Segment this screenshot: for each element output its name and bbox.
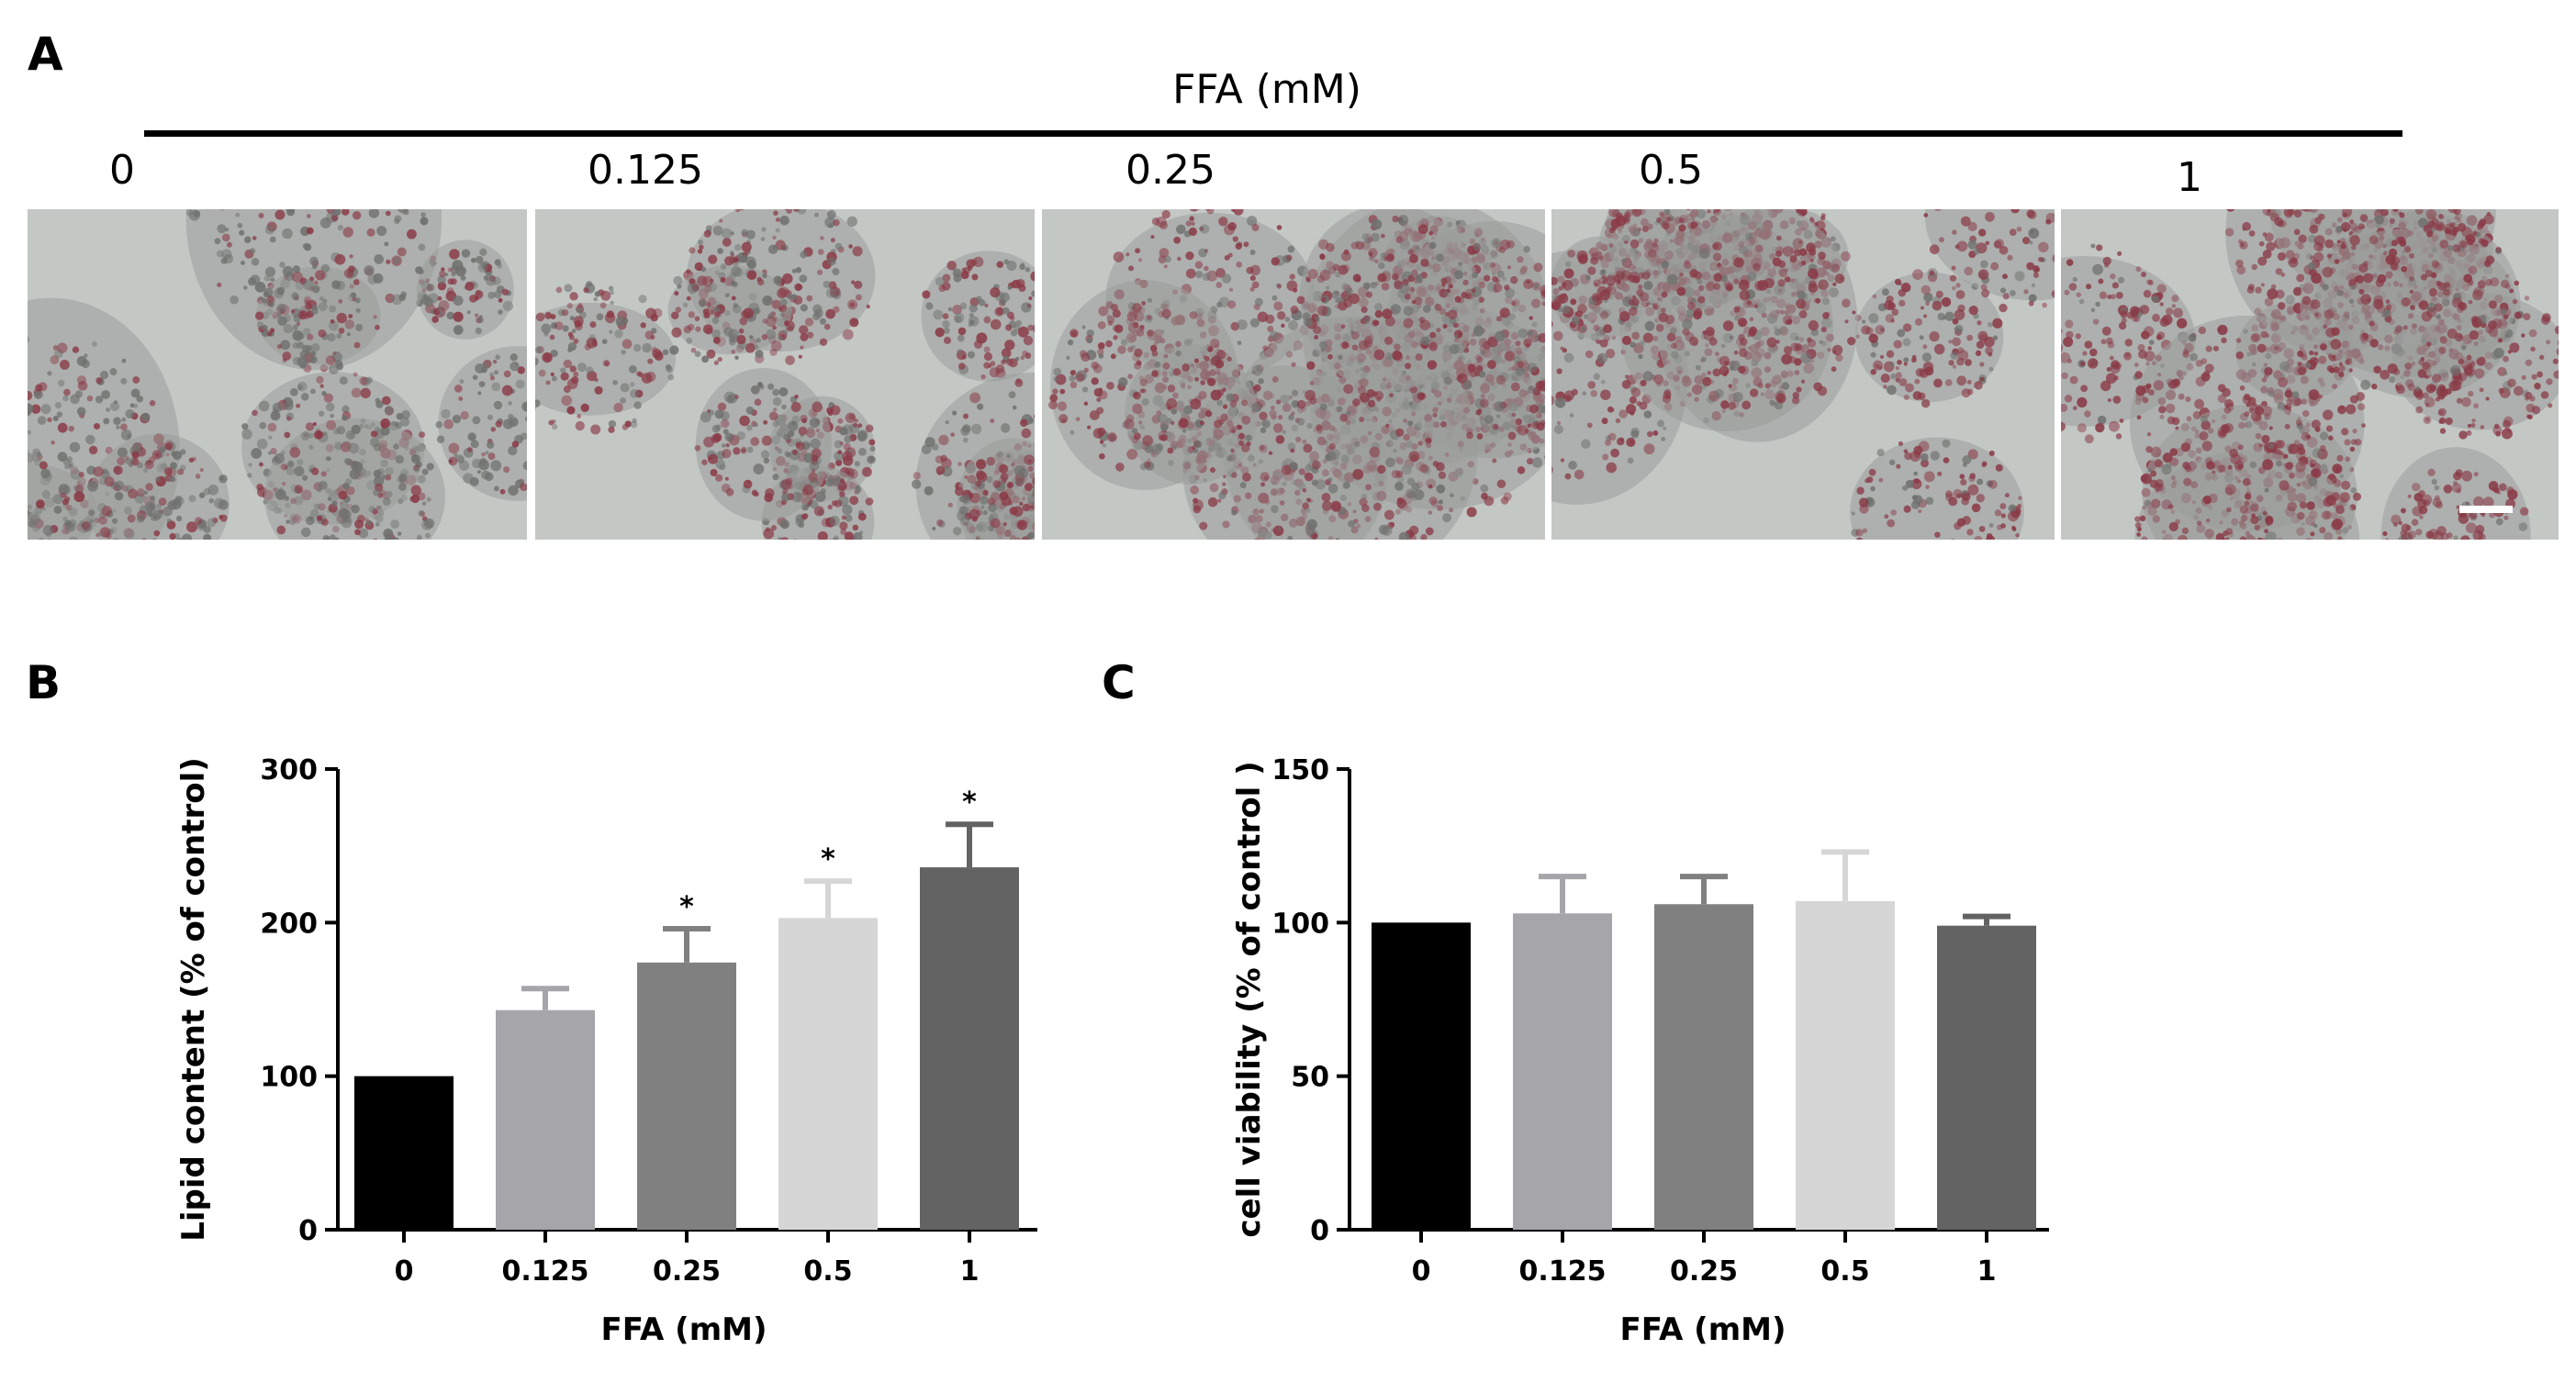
micrograph-label: 0.125 <box>588 147 703 194</box>
bar <box>920 867 1019 1230</box>
y-tick-label: 200 <box>260 908 318 940</box>
y-axis-title: Lipid content (% of control) <box>175 757 212 1242</box>
y-tick-label: 50 <box>1291 1062 1329 1094</box>
panel-label-c: C <box>1102 656 1136 709</box>
bar <box>637 962 736 1230</box>
micrograph-label: 1 <box>2177 154 2202 201</box>
x-tick-label: 0.5 <box>803 1255 852 1288</box>
bar <box>1937 925 2036 1230</box>
x-tick-label: 0.125 <box>1519 1255 1607 1288</box>
x-axis-title: FFA (mM) <box>1619 1311 1786 1348</box>
y-tick-label: 100 <box>260 1062 318 1094</box>
micrograph-image <box>2061 209 2559 540</box>
bar <box>778 918 878 1230</box>
panel-label-a: A <box>28 28 63 81</box>
x-tick-label: 0 <box>395 1255 414 1288</box>
x-tick-label: 0 <box>1412 1255 1431 1288</box>
micrograph-group-title: FFA (mM) <box>1172 66 1361 113</box>
y-tick-label: 300 <box>260 754 318 786</box>
bar <box>354 1076 454 1230</box>
significance-marker: * <box>821 843 835 875</box>
bar <box>1796 900 1895 1230</box>
bar <box>1654 904 1753 1230</box>
x-tick-label: 0.25 <box>1670 1255 1738 1288</box>
significance-marker: * <box>962 786 977 819</box>
micrograph-label: 0.5 <box>1639 147 1703 194</box>
bar <box>496 1009 595 1230</box>
x-tick-label: 1 <box>1977 1255 1997 1288</box>
y-tick-label: 0 <box>298 1215 318 1247</box>
micrograph-image <box>28 209 527 540</box>
y-tick-label: 150 <box>1271 754 1329 786</box>
micrograph-label: 0.25 <box>1126 147 1215 194</box>
x-tick-label: 0.125 <box>502 1255 589 1288</box>
significance-marker: * <box>679 891 694 923</box>
x-tick-label: 0.25 <box>653 1255 721 1288</box>
x-axis-title: FFA (mM) <box>600 1311 767 1348</box>
bar <box>1513 913 1612 1230</box>
micrograph-label: 0 <box>109 147 135 194</box>
panel-label-b: B <box>26 656 62 709</box>
micrograph-image <box>535 209 1035 540</box>
y-tick-label: 100 <box>1271 908 1329 940</box>
micrograph-image <box>1551 209 2055 540</box>
scale-bar <box>2459 506 2513 513</box>
y-tick-label: 0 <box>1310 1215 1329 1247</box>
micrograph-image <box>1042 209 1545 540</box>
x-tick-label: 0.5 <box>1820 1255 1869 1288</box>
y-axis-title: cell viability (% of control ) <box>1231 761 1268 1237</box>
x-tick-label: 1 <box>960 1255 980 1288</box>
bar <box>1372 922 1471 1230</box>
micrograph-group-rule <box>144 130 2402 137</box>
